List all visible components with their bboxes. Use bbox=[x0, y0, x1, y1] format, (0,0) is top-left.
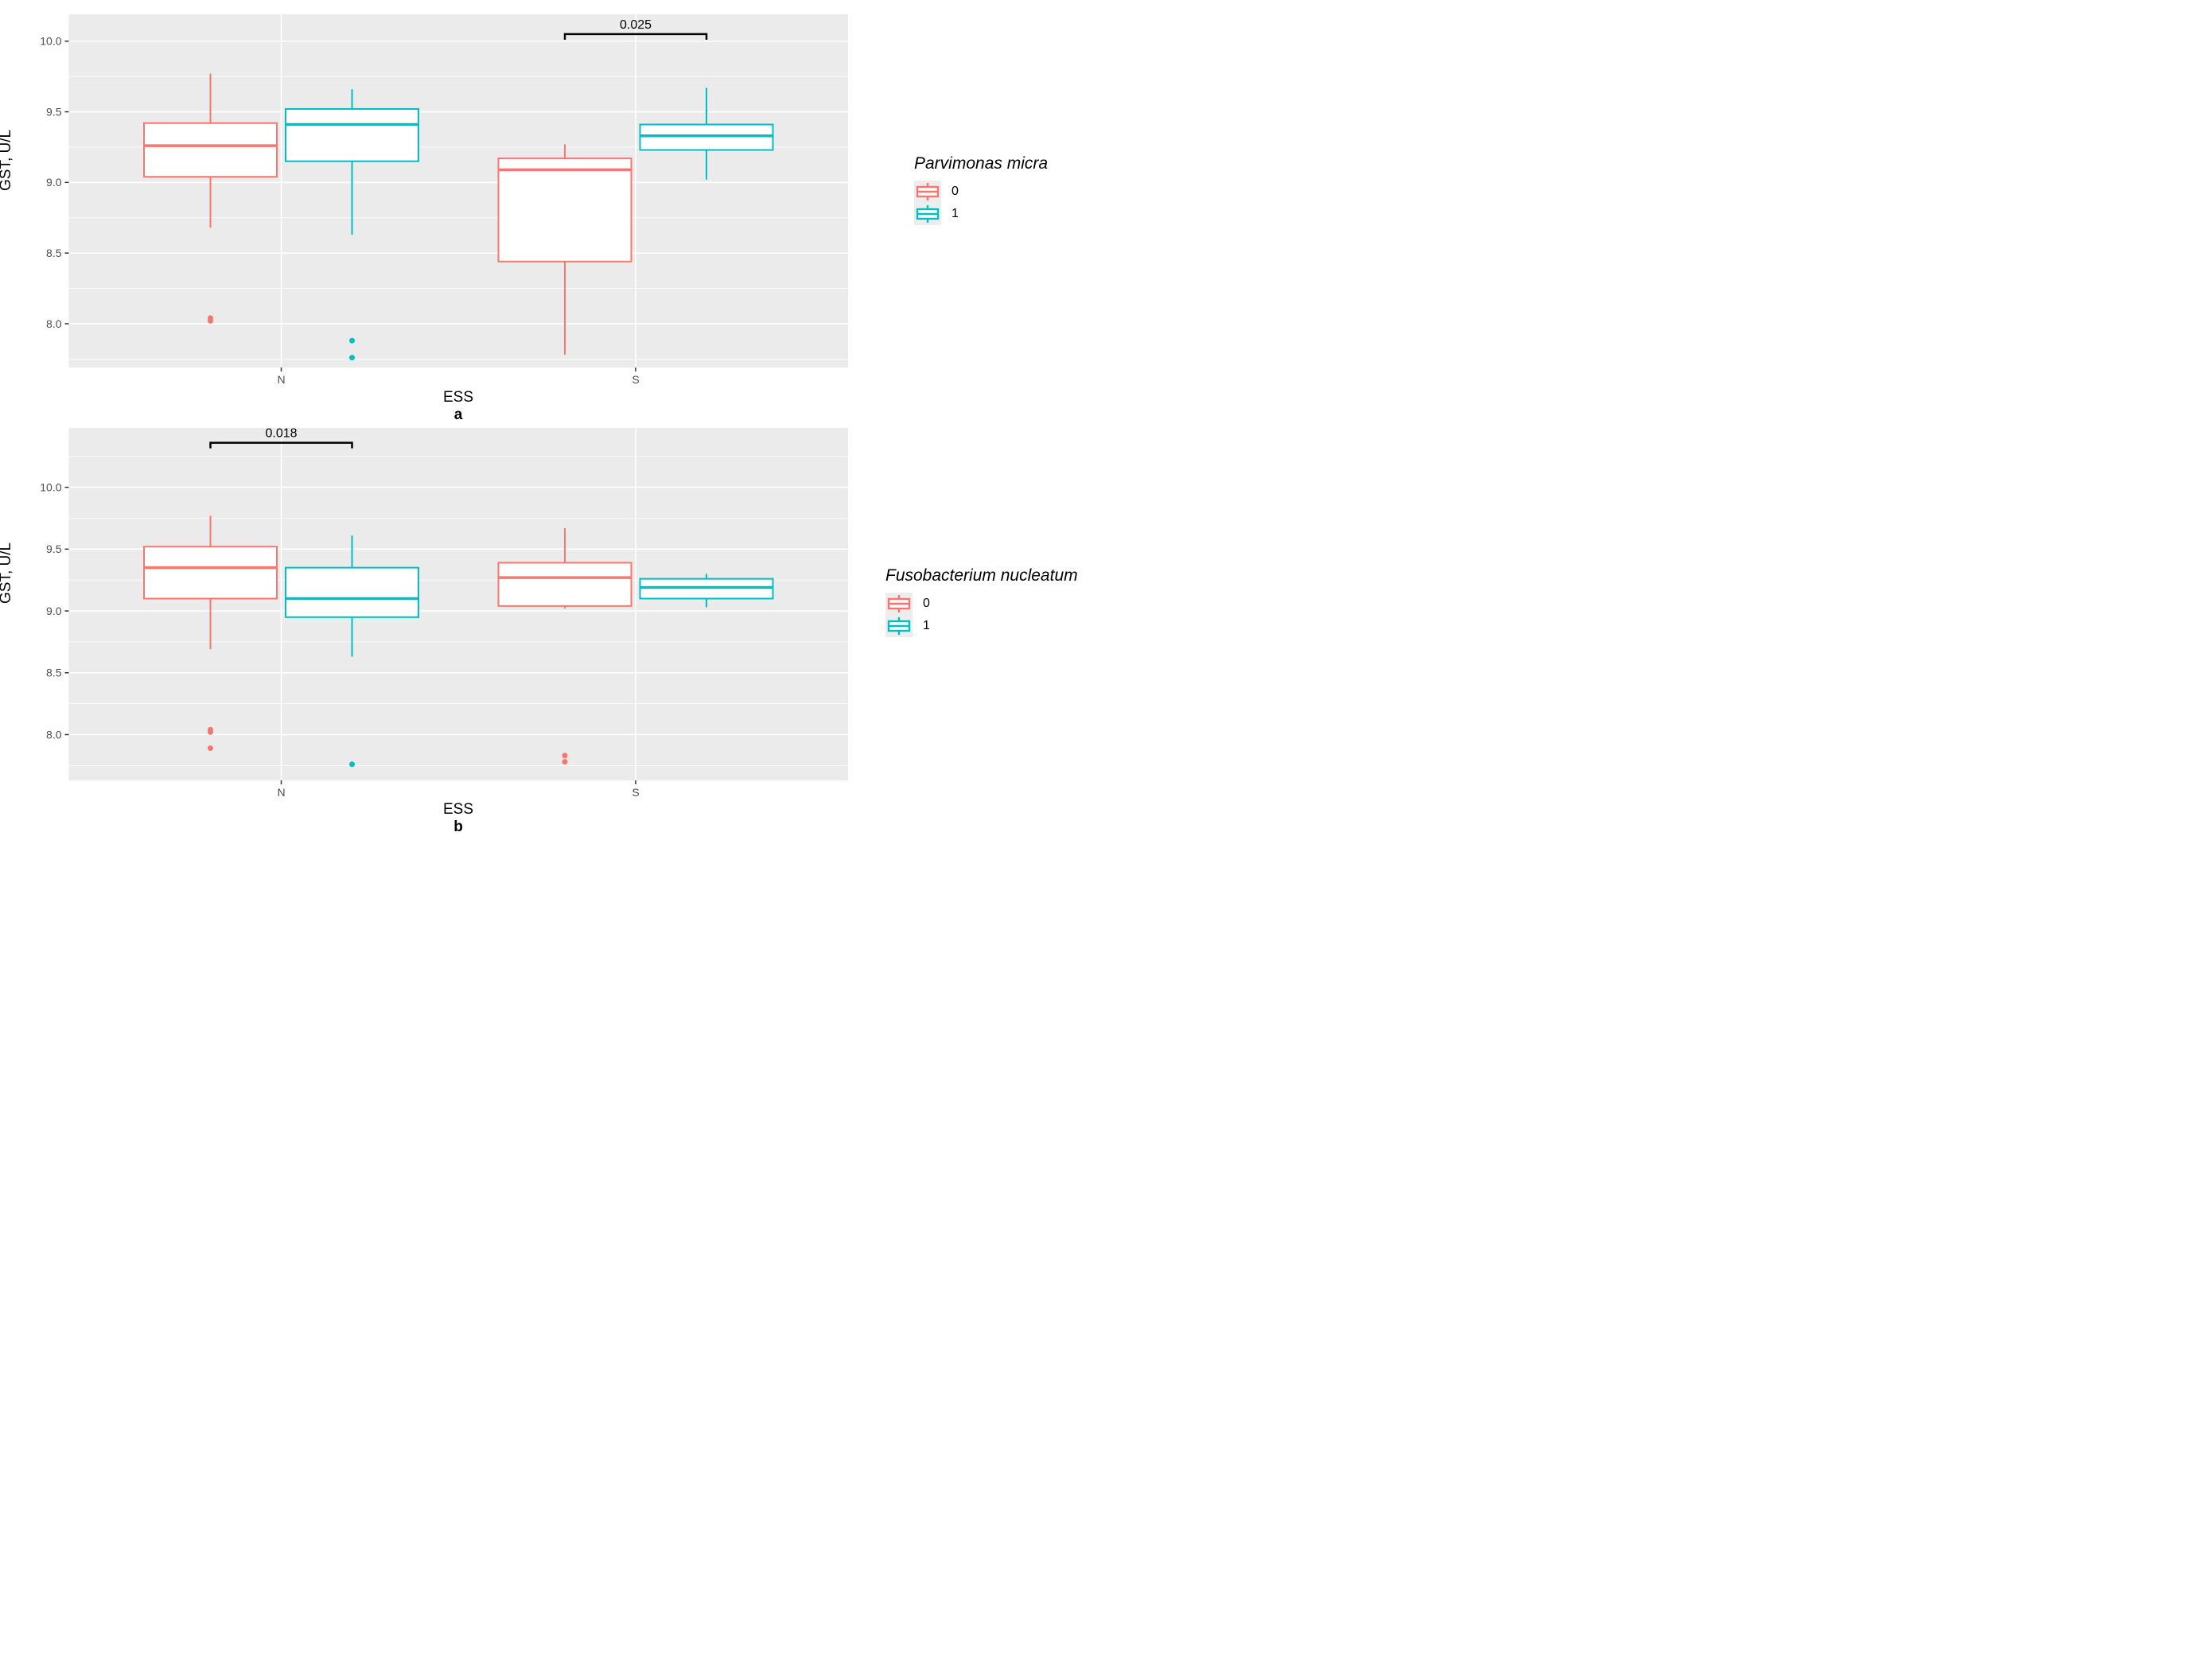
y-tick-label: 9.0 bbox=[46, 605, 62, 617]
x-tick-label: N bbox=[277, 373, 285, 386]
iqr-box bbox=[497, 562, 632, 607]
boxplot-a-S-0 bbox=[497, 144, 632, 356]
panel-caption-b: b bbox=[453, 819, 463, 835]
iqr-box bbox=[143, 122, 278, 178]
iqr-box bbox=[285, 566, 419, 618]
legend-key-swatch bbox=[885, 615, 913, 637]
outlier-point bbox=[208, 745, 213, 752]
y-tick-label: 8.0 bbox=[46, 728, 62, 741]
x-axis-title-a: ESS bbox=[442, 389, 474, 406]
iqr-box bbox=[497, 158, 632, 262]
significance-label: 0.018 bbox=[265, 427, 297, 441]
y-tick-label: 10.0 bbox=[40, 481, 61, 494]
significance-bracket bbox=[209, 441, 353, 449]
legend-key-label: 0 bbox=[923, 597, 930, 610]
outlier-point bbox=[208, 729, 213, 735]
y-tick-label: 9.5 bbox=[46, 105, 62, 118]
panel-b-chart: 8.0 8.5 9.0 9.5 10.0 N S 0.018 bbox=[40, 427, 848, 799]
boxplot-key-icon bbox=[914, 203, 941, 225]
legend-key-label: 1 bbox=[923, 619, 930, 632]
legend-title-b: Fusobacterium nucleatum bbox=[885, 566, 1078, 585]
y-tick-label: 8.0 bbox=[46, 317, 62, 330]
legend-key-swatch bbox=[885, 593, 913, 615]
legend-parvimonas-micra: Parvimonas micra 0 1 bbox=[914, 154, 1048, 225]
y-axis-title-a: GST, U/L bbox=[0, 129, 14, 191]
legend-key-swatch bbox=[914, 203, 941, 225]
outlier-point bbox=[349, 761, 355, 768]
legend-key-row-a-1: 1 bbox=[914, 203, 1048, 225]
boxplot-key-icon bbox=[885, 615, 913, 637]
y-tick-label: 9.0 bbox=[46, 176, 62, 189]
legend-key-label: 1 bbox=[952, 207, 959, 220]
outlier-point bbox=[349, 355, 355, 361]
legend-key-row-b-1: 1 bbox=[885, 615, 1078, 637]
figure: 8.0 8.5 9.0 9.5 10.0 N S 0.025 GST, U/L ESS a 8… bbox=[0, 0, 1096, 840]
x-axis-title-b: ESS bbox=[442, 801, 474, 818]
legend-key-row-b-0: 0 bbox=[885, 593, 1078, 615]
x-tick-label: S bbox=[632, 373, 639, 386]
boxplot-a-N-1 bbox=[285, 89, 419, 361]
panel-a-chart: 8.0 8.5 9.0 9.5 10.0 N S 0.025 bbox=[40, 14, 848, 386]
y-axis-title-b: GST, U/L bbox=[0, 542, 14, 604]
y-tick-label: 8.5 bbox=[46, 247, 62, 259]
boxplot-b-S-0 bbox=[497, 527, 632, 765]
outlier-point bbox=[349, 337, 355, 344]
plot-background-b bbox=[68, 428, 848, 780]
outlier-point bbox=[562, 752, 568, 759]
outlier-point bbox=[562, 759, 568, 765]
legend-fusobacterium-nucleatum: Fusobacterium nucleatum 0 1 bbox=[885, 566, 1078, 637]
y-tick-label: 8.5 bbox=[46, 667, 62, 679]
legend-key-row-a-0: 0 bbox=[914, 181, 1048, 203]
boxplot-b-S-1 bbox=[639, 574, 774, 608]
y-tick-label: 9.5 bbox=[46, 542, 62, 555]
y-tick-label: 10.0 bbox=[40, 35, 61, 48]
plot-background-a bbox=[68, 14, 848, 368]
iqr-box bbox=[143, 546, 278, 600]
x-tick-label: N bbox=[277, 786, 285, 799]
legend-key-swatch bbox=[914, 181, 941, 203]
outlier-point bbox=[208, 317, 213, 324]
boxplot-key-icon bbox=[914, 181, 941, 203]
boxplot-b-N-0 bbox=[143, 515, 278, 752]
x-tick-label: S bbox=[632, 786, 639, 799]
legend-key-label: 0 bbox=[952, 185, 959, 198]
boxplot-b-N-1 bbox=[285, 535, 419, 768]
boxplot-a-S-1 bbox=[639, 88, 774, 180]
significance-bracket bbox=[563, 33, 708, 40]
legend-title-a: Parvimonas micra bbox=[914, 154, 1049, 173]
boxplot-a-N-0 bbox=[143, 73, 278, 324]
boxplot-key-icon bbox=[885, 593, 913, 615]
iqr-box bbox=[285, 107, 419, 162]
panel-caption-a: a bbox=[453, 406, 463, 423]
iqr-box bbox=[639, 123, 774, 151]
significance-label: 0.025 bbox=[620, 18, 652, 32]
